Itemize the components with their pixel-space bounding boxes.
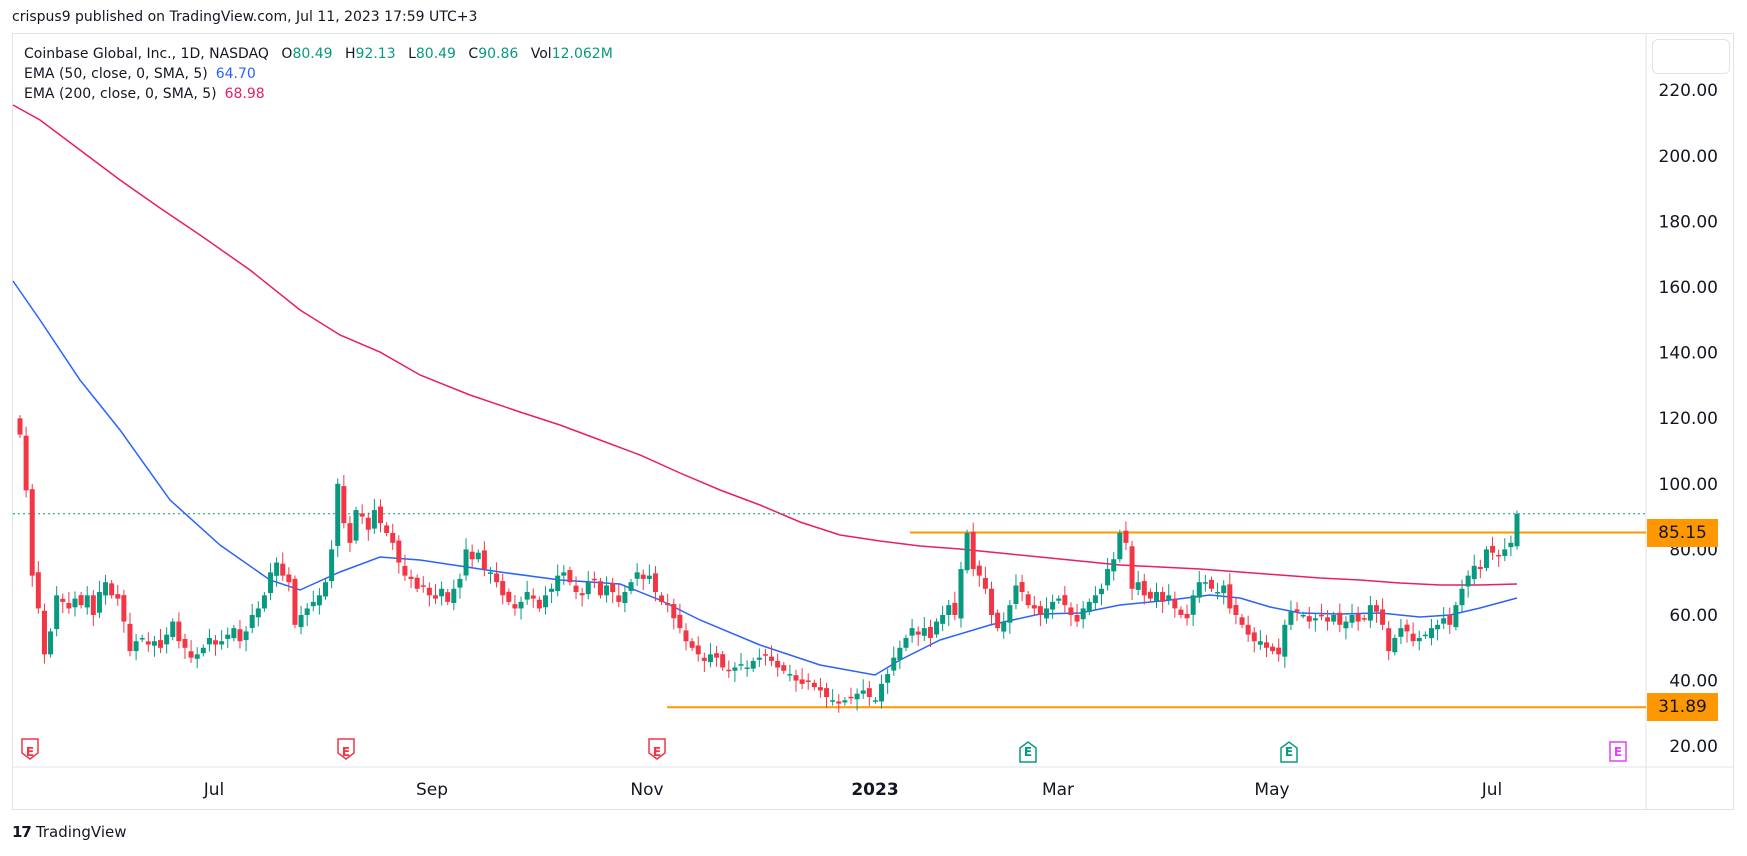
volume-value: 12.062M [551, 46, 613, 62]
price-tick-label: 180.00 [1659, 212, 1718, 232]
open-value: 80.49 [292, 46, 333, 62]
low-value: 80.49 [415, 46, 456, 62]
chart-control-box[interactable] [1652, 39, 1730, 74]
price-tick-label: 100.00 [1659, 475, 1718, 495]
brand-name: TradingView [35, 823, 127, 841]
time-tick-label: Jul [1481, 780, 1503, 800]
resistance-price-tag: 85.15 [1647, 518, 1718, 547]
earnings-marker-icon[interactable]: E [1609, 741, 1627, 762]
price-tick-label: 160.00 [1659, 278, 1718, 298]
chart-frame [12, 33, 1734, 810]
chart-legend: Coinbase Global, Inc., 1D, NASDAQ O80.49… [24, 44, 613, 104]
high-value: 92.13 [355, 46, 396, 62]
svg-text:E: E [342, 745, 350, 759]
time-tick-label: Nov [630, 780, 663, 800]
svg-text:E: E [653, 745, 661, 759]
price-tick-label: 220.00 [1659, 81, 1718, 101]
tradingview-logo-icon: 17 [12, 823, 32, 841]
price-tick-label: 60.00 [1669, 606, 1718, 626]
ema200-value: 68.98 [224, 86, 265, 102]
time-tick-label: 2023 [851, 780, 898, 800]
price-tick-label: 200.00 [1659, 147, 1718, 167]
time-tick-label: Jul [203, 780, 225, 800]
tradingview-footer[interactable]: 17 TradingView [12, 823, 127, 841]
support-price-tag: 31.89 [1647, 693, 1718, 722]
svg-text:E: E [1024, 745, 1032, 759]
earnings-marker-icon[interactable]: E [1280, 741, 1298, 763]
price-axis[interactable]: 220.00 200.00 180.00 160.00 140.00 120.00 100.… [1659, 81, 1718, 757]
svg-text:E: E [1285, 745, 1293, 759]
time-tick-label: May [1254, 780, 1289, 800]
svg-text:E: E [1614, 745, 1622, 759]
legend-symbol-row: Coinbase Global, Inc., 1D, NASDAQ O80.49… [24, 46, 613, 62]
legend-ema50-row[interactable]: EMA (50, close, 0, SMA, 5) 64.70 [24, 64, 613, 84]
time-axis[interactable]: Jul Sep Nov 2023 Mar May Jul [203, 780, 1503, 800]
ema200-label: EMA (200, close, 0, SMA, 5) [24, 86, 217, 102]
earnings-marker-icon[interactable]: E [337, 738, 355, 760]
horizontal-levels[interactable] [667, 531, 1646, 709]
candlesticks [17, 415, 1520, 713]
price-tick-label: 20.00 [1669, 737, 1718, 757]
ema200-line [12, 104, 1518, 586]
symbol-title[interactable]: Coinbase Global, Inc., 1D, NASDAQ [24, 46, 269, 62]
svg-text:E: E [26, 745, 34, 759]
time-tick-label: Sep [416, 780, 448, 800]
close-value: 90.86 [478, 46, 519, 62]
published-byline: crispus9 published on TradingView.com, J… [12, 9, 478, 25]
earnings-marker-icon[interactable]: E [648, 738, 666, 760]
price-tick-label: 120.00 [1659, 409, 1718, 429]
legend-ema200-row[interactable]: EMA (200, close, 0, SMA, 5) 68.98 [24, 84, 613, 104]
ema50-label: EMA (50, close, 0, SMA, 5) [24, 66, 208, 82]
ema50-value: 64.70 [215, 66, 256, 82]
earnings-marker-icon[interactable]: E [1019, 741, 1037, 763]
time-tick-label: Mar [1042, 780, 1074, 800]
price-tick-label: 40.00 [1669, 672, 1718, 692]
price-tick-label: 140.00 [1659, 344, 1718, 364]
earnings-marker-icon[interactable]: E [21, 738, 39, 760]
